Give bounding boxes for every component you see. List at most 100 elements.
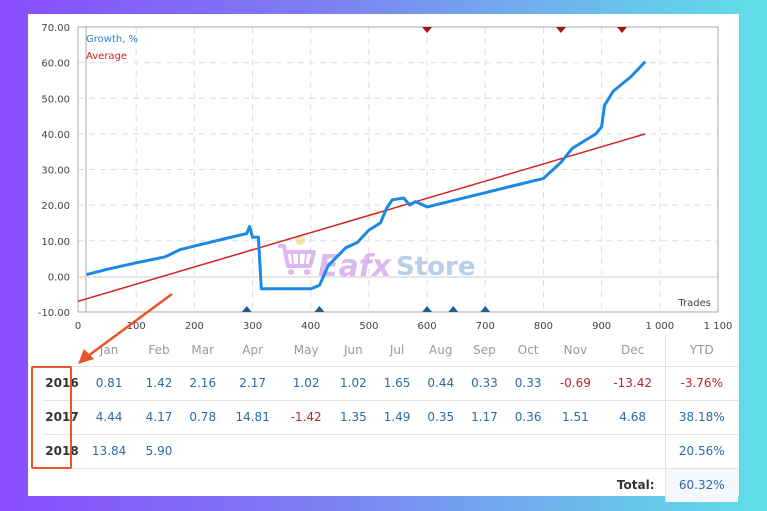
month-header: Feb [148, 342, 170, 357]
chart-grid [78, 27, 718, 312]
y-tick-label: 20.00 [41, 201, 70, 212]
month-header: Jun [344, 342, 363, 357]
month-header: Dec [621, 342, 645, 357]
withdrawal-marker-icon [422, 27, 433, 33]
ytd-value-cell: 20.56% [664, 433, 738, 468]
deposit-marker-icon [314, 306, 325, 312]
month-value-cell [224, 433, 281, 468]
table-row: 2017 4.44 4.17 0.78 14.81 -1.42 1.35 1.49 0.35 1.… [43, 399, 738, 434]
month-header: Apr [242, 342, 264, 357]
x-tick-label: 700 [476, 321, 495, 332]
x-tick-label: 900 [592, 321, 611, 332]
month-value-cell [462, 433, 507, 468]
month-value-cell: 4.68 [600, 399, 665, 434]
year-cell: 2017 [43, 399, 81, 434]
trade-markers [241, 27, 627, 312]
month-value-cell [549, 433, 601, 468]
ytd-header: YTD [664, 334, 738, 366]
table-row: 2018 13.84 5.90 20.56% [43, 433, 738, 468]
x-tick-label: 500 [359, 321, 378, 332]
month-value-cell: 1.42 [137, 365, 181, 400]
month-value-cell: 0.33 [506, 365, 550, 400]
y-tick-label: 70.00 [41, 23, 70, 34]
month-value-cell: 1.02 [331, 365, 376, 400]
growth-line [86, 60, 647, 291]
month-value-cell: -0.69 [549, 365, 601, 400]
month-value-cell: 0.36 [506, 399, 550, 434]
total-row: Total: 60.32% [43, 467, 738, 502]
month-header: May [293, 342, 319, 357]
x-axis-ticks: 0 100 200 300 400 500 600 700 800 900 1 000 1 100 [75, 321, 733, 332]
month-value-cell: 1.49 [375, 399, 419, 434]
table-row: 2016 0.81 1.42 2.16 2.17 1.02 1.02 1.65 0.44 0.33… [43, 365, 738, 400]
y-tick-label: 30.00 [41, 166, 70, 177]
month-value-cell: 0.33 [462, 365, 507, 400]
month-header: Sep [473, 342, 496, 357]
monthly-returns-table: Jan Feb Mar Apr May Jun Jul Aug Sep Oct … [43, 334, 738, 502]
month-value-cell: 1.65 [375, 365, 419, 400]
ytd-value-cell: -3.76% [664, 365, 738, 400]
x-axis-title: Trades [677, 298, 711, 309]
x-tick-label: 200 [185, 321, 204, 332]
year-cell: 2016 [43, 365, 81, 400]
month-value-cell [331, 433, 376, 468]
month-value-cell: 1.35 [331, 399, 376, 434]
month-header: Jul [389, 342, 405, 357]
x-tick-label: 1 100 [704, 321, 733, 332]
y-axis-ticks: 70.00 60.00 50.00 40.00 30.00 20.00 10.00 0.00 -… [38, 23, 70, 319]
month-value-cell [375, 433, 419, 468]
x-tick-label: 1 000 [645, 321, 674, 332]
month-value-cell: -1.42 [280, 399, 332, 434]
month-header: Mar [191, 342, 215, 357]
deposit-marker-icon [422, 306, 433, 312]
watermark-brand-store: Store [396, 252, 475, 282]
year-cell: 2018 [43, 433, 81, 468]
legend-growth: Growth, % [86, 34, 138, 45]
month-value-cell: 4.17 [137, 399, 181, 434]
y-tick-label: 40.00 [41, 130, 70, 141]
month-value-cell: -13.42 [600, 365, 665, 400]
year-col-header [43, 334, 81, 366]
y-tick-label: 0.00 [48, 272, 70, 283]
month-value-cell: 1.51 [549, 399, 601, 434]
month-value-cell: 2.16 [180, 365, 225, 400]
month-value-cell: 0.35 [418, 399, 463, 434]
legend-average: Average [86, 51, 127, 62]
y-tick-label: 50.00 [41, 94, 70, 105]
month-value-cell [600, 433, 665, 468]
y-tick-label: -10.00 [38, 308, 70, 319]
x-tick-label: 0 [75, 321, 81, 332]
x-tick-label: 100 [127, 321, 146, 332]
month-value-cell: 0.44 [418, 365, 463, 400]
x-tick-label: 300 [243, 321, 262, 332]
month-value-cell: 5.90 [137, 433, 181, 468]
deposit-marker-icon [480, 306, 491, 312]
total-value: 60.32% [664, 467, 738, 502]
y-tick-label: 60.00 [41, 59, 70, 70]
plot-frame [77, 26, 719, 313]
total-label: Total: [43, 467, 665, 502]
withdrawal-marker-icon [555, 27, 566, 33]
month-value-cell: 1.02 [280, 365, 332, 400]
watermark-brand-eafx: Eafx [318, 249, 393, 284]
month-value-cell: 1.17 [462, 399, 507, 434]
x-tick-label: 400 [301, 321, 320, 332]
month-value-cell: 2.17 [224, 365, 281, 400]
table-header-row: Jan Feb Mar Apr May Jun Jul Aug Sep Oct … [43, 334, 738, 366]
month-value-cell [180, 433, 225, 468]
month-value-cell [506, 433, 550, 468]
month-value-cell: 14.81 [224, 399, 281, 434]
x-tick-label: 600 [418, 321, 437, 332]
withdrawal-marker-icon [617, 27, 627, 33]
month-header: Oct [517, 342, 539, 357]
month-value-cell [280, 433, 332, 468]
deposit-marker-icon [241, 306, 252, 312]
watermark: Eafx Store [278, 235, 475, 284]
month-header: Jan [99, 342, 119, 357]
deposit-marker-icon [448, 306, 459, 312]
growth-chart: 70.00 60.00 50.00 40.00 30.00 20.00 10.00 0.00 -… [38, 23, 733, 332]
month-value-cell: 13.84 [81, 433, 138, 468]
month-header: Aug [429, 342, 453, 357]
ytd-value-cell: 38.18% [664, 399, 738, 434]
month-value-cell: 0.78 [180, 399, 225, 434]
